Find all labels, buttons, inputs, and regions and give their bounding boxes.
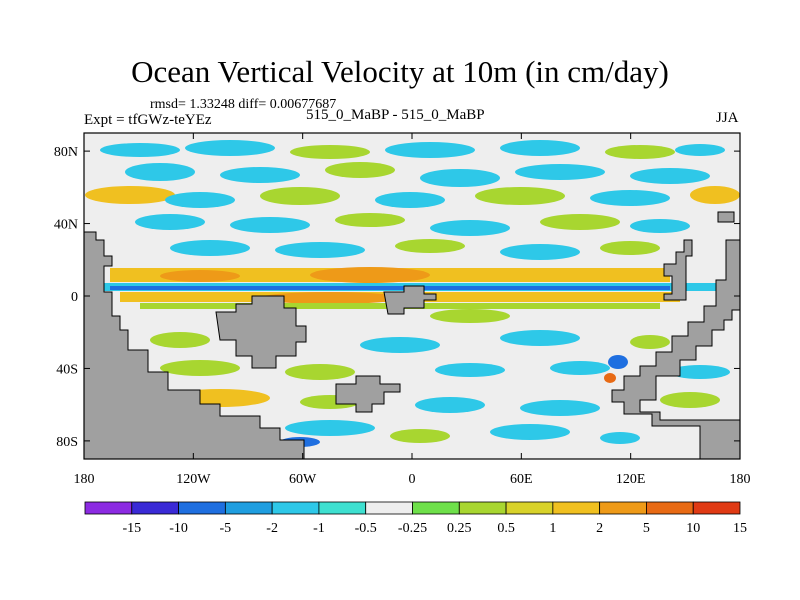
stats-line: rmsd= 1.33248 diff= 0.00677687 bbox=[150, 97, 336, 113]
lon-tick-label: 120W bbox=[176, 472, 211, 487]
landmass-east bbox=[611, 239, 740, 459]
lon-tick-label: 120E bbox=[616, 472, 646, 487]
case-label: 515_0_MaBP - 515_0_MaBP bbox=[306, 107, 485, 123]
colorbar-swatch bbox=[505, 501, 554, 515]
colorbar-level-label: 10 bbox=[686, 521, 700, 536]
colorbar-swatch bbox=[412, 501, 460, 515]
colorbar-level-label: -0.5 bbox=[355, 521, 377, 536]
lat-tick-label: 40S bbox=[56, 362, 78, 377]
lat-tick-label: 80N bbox=[54, 145, 78, 160]
colorbar-level-label: 15 bbox=[733, 521, 747, 536]
lon-tick-label: 60E bbox=[510, 472, 533, 487]
colorbar-level-label: 2 bbox=[596, 521, 603, 536]
landmass-east-arc bbox=[663, 239, 693, 301]
lon-tick-label: 0 bbox=[409, 472, 416, 487]
axis-ticks: 80N 40N 0 40S 80S 180 120W 60W 0 60E 120E 180 bbox=[54, 133, 751, 487]
lat-tick-label: 0 bbox=[71, 290, 78, 305]
colorbar-swatch bbox=[646, 501, 694, 515]
lon-tick-label: 180 bbox=[74, 472, 95, 487]
colorbar-level-label: -0.25 bbox=[398, 521, 427, 536]
colorbar-level-label: -10 bbox=[169, 521, 188, 536]
season-label: JJA bbox=[716, 110, 739, 126]
colorbar-level-label: -1 bbox=[313, 521, 325, 536]
colorbar-level-label: -15 bbox=[122, 521, 141, 536]
lat-tick-label: 40N bbox=[54, 218, 78, 233]
lon-tick-label: 60W bbox=[289, 472, 317, 487]
colorbar-swatch bbox=[458, 501, 507, 515]
diff-label: diff= bbox=[238, 97, 267, 112]
land-masks bbox=[84, 211, 740, 459]
colorbar-level-label: 1 bbox=[549, 521, 556, 536]
rmsd-label: rmsd= bbox=[150, 97, 186, 112]
landmass-northeast-islet bbox=[717, 211, 735, 223]
map-title: Ocean Vertical Velocity at 10m (in cm/da… bbox=[131, 54, 669, 89]
colorbar-level-label: 0.5 bbox=[497, 521, 515, 536]
landmass-equatorial bbox=[383, 285, 437, 315]
colorbar-swatch bbox=[131, 501, 179, 515]
colorbar-swatch bbox=[599, 501, 647, 515]
landmass-west bbox=[84, 231, 305, 459]
colorbar-swatch bbox=[692, 501, 741, 515]
colorbar-swatch bbox=[271, 501, 320, 515]
map-field bbox=[84, 133, 740, 459]
colorbar-swatch bbox=[84, 501, 133, 515]
colorbar-swatch bbox=[224, 501, 273, 515]
rmsd-value: 1.33248 bbox=[189, 97, 235, 112]
landmass-central bbox=[215, 295, 307, 369]
colorbar-level-label: 0.25 bbox=[447, 521, 472, 536]
landmass-south-island bbox=[335, 375, 401, 413]
lon-tick-label: 180 bbox=[730, 472, 751, 487]
colorbar-swatch bbox=[318, 501, 367, 515]
lat-tick-label: 80S bbox=[56, 435, 78, 450]
colorbar: -15 -10 -5 -2 -1 -0.5 -0.25 0.25 0.5 1 2 5 10 15 bbox=[84, 501, 747, 536]
colorbar-level-label: -2 bbox=[266, 521, 278, 536]
colorbar-swatch bbox=[178, 501, 226, 515]
colorbar-swatch bbox=[365, 501, 413, 515]
colorbar-level-label: 5 bbox=[643, 521, 650, 536]
experiment-label: Expt = tfGWz-teYEz bbox=[84, 112, 212, 128]
colorbar-level-label: -5 bbox=[220, 521, 232, 536]
colorbar-swatch bbox=[552, 501, 601, 515]
diff-value: 0.00677687 bbox=[269, 97, 337, 112]
